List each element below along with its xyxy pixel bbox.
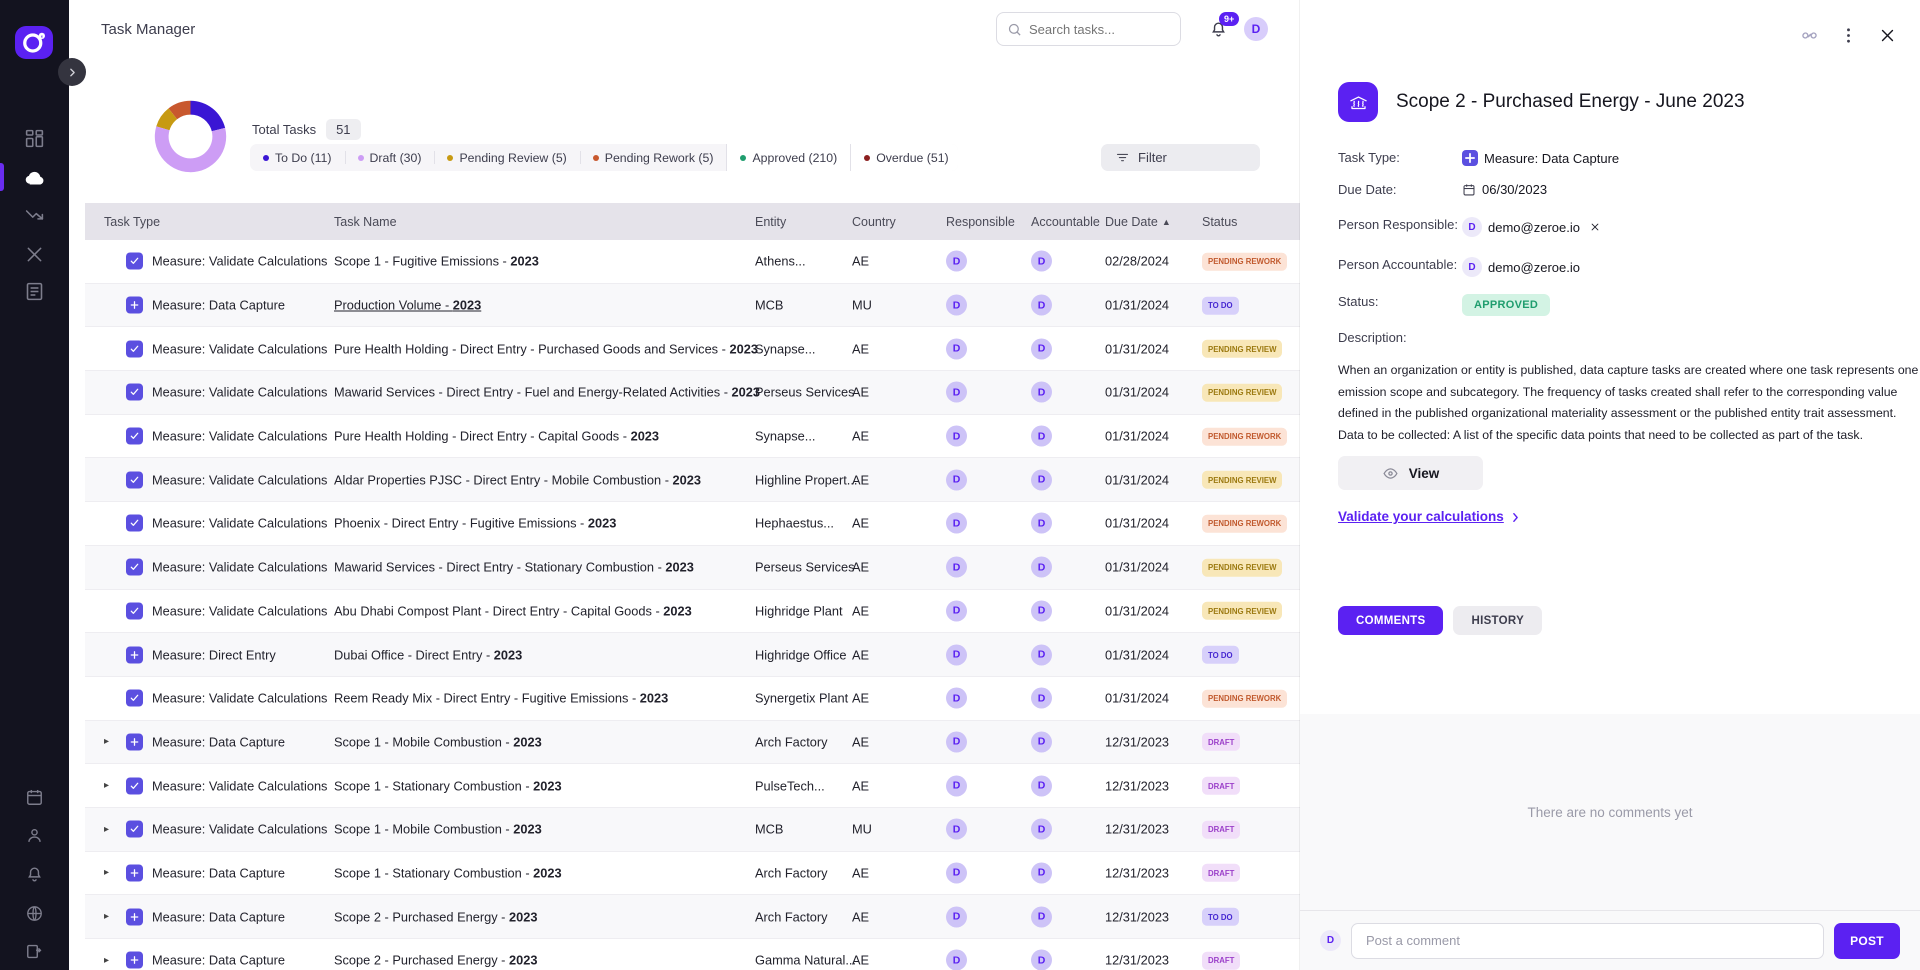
svg-text:e: e xyxy=(41,34,43,38)
